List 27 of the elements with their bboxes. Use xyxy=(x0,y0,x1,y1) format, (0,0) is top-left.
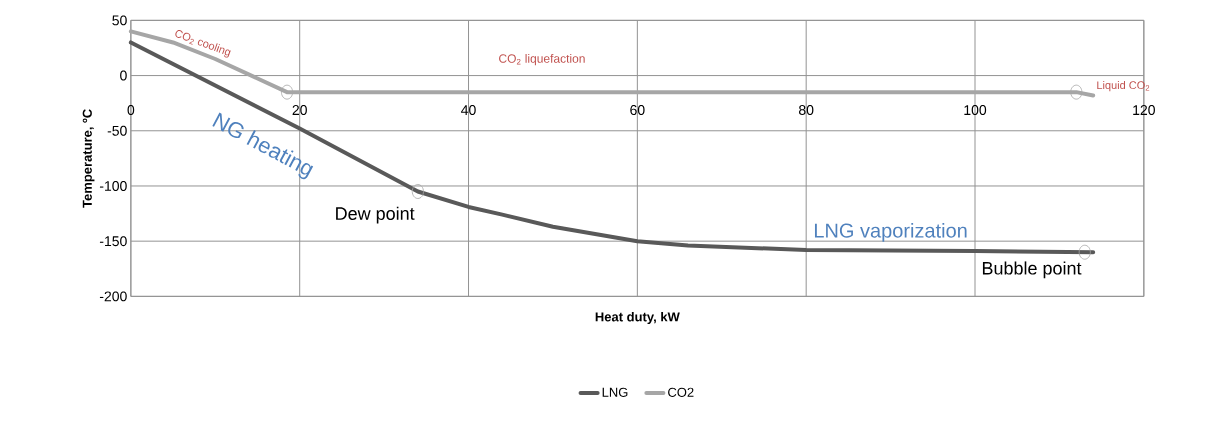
x-tick-label: 60 xyxy=(630,105,645,116)
annotation: Bubble point xyxy=(982,261,1082,279)
point xyxy=(1070,84,1083,100)
point xyxy=(281,84,294,100)
line-series xyxy=(128,29,1096,98)
x-tick-label: 0 xyxy=(127,105,135,116)
y-tick-label: 50 xyxy=(112,15,127,26)
y-tick-label: -200 xyxy=(99,291,127,302)
x-tick-label: 40 xyxy=(461,105,476,116)
y-tick-label: -100 xyxy=(99,181,127,191)
y-tick-label: 0 xyxy=(120,70,127,81)
annotation: CO$_{2}$ liquefaction xyxy=(499,53,585,66)
x-tick-label: 120 xyxy=(1133,105,1155,116)
y-tick-label: -150 xyxy=(99,236,127,247)
point xyxy=(411,184,424,199)
x-tick-label: 20 xyxy=(292,105,307,116)
point xyxy=(1078,244,1091,260)
x-tick-label: 80 xyxy=(799,105,814,116)
annotation: Dew point xyxy=(336,206,415,224)
annotation: Liquid CO$_{2}$ xyxy=(1097,80,1150,92)
y-axis-title: Temperature, ºC xyxy=(82,109,95,208)
x-axis-title: Heat duty, kW xyxy=(595,311,680,325)
annotation: LNG vaporization xyxy=(814,223,967,242)
legend-label: CO2 xyxy=(668,387,694,397)
x-tick-label: 100 xyxy=(964,105,987,116)
legend-label: LNG xyxy=(602,387,628,397)
y-tick-label: -50 xyxy=(107,125,127,136)
